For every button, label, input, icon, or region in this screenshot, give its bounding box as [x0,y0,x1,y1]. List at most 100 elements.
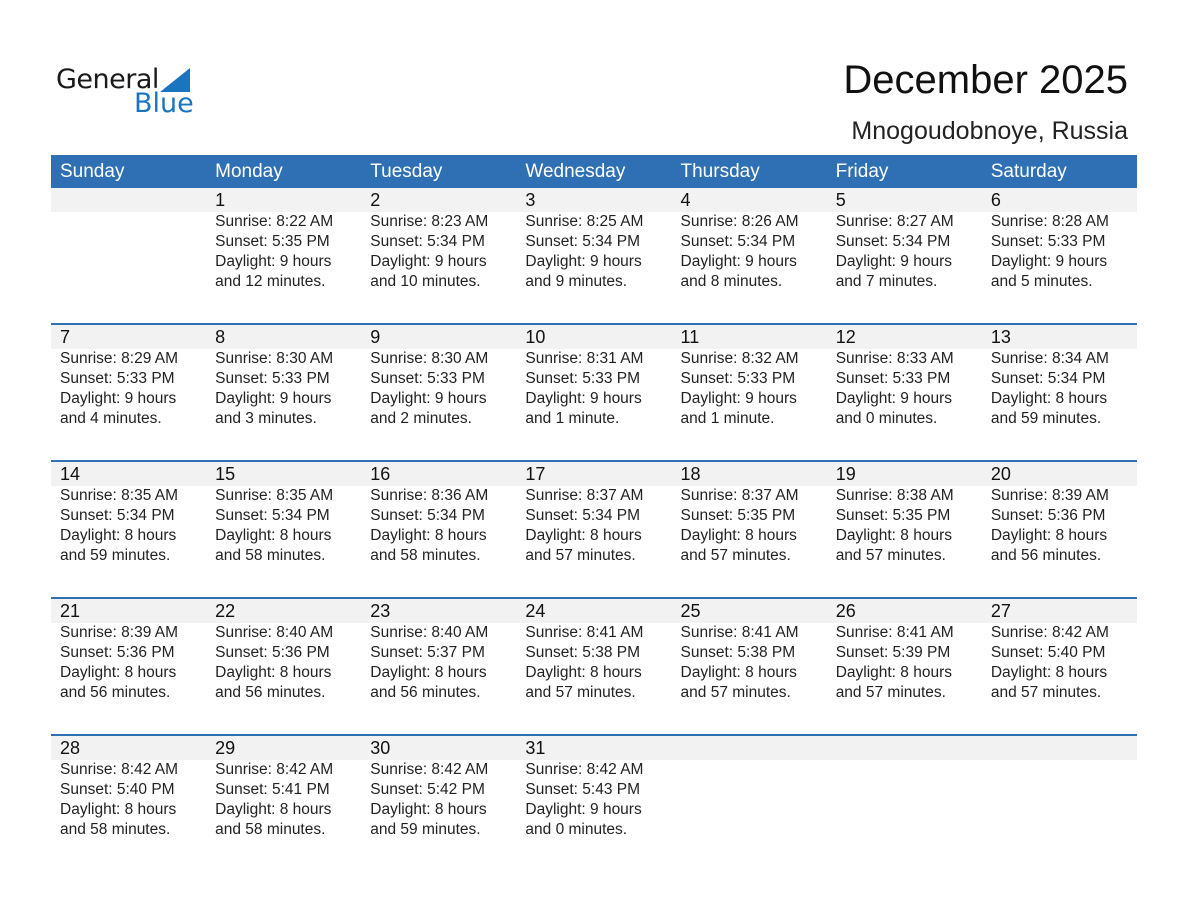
daylight-text: Daylight: 8 hours [370,801,487,818]
day-cell: 9 Sunrise: 8:30 AM Sunset: 5:33 PM Daylight… [361,325,516,460]
weekday-tuesday: Tuesday [370,161,443,182]
sunrise-text: Sunrise: 8:41 AM [680,624,799,641]
week-row: 14 Sunrise: 8:35 AM Sunset: 5:34 PM Dayligh… [51,460,1137,597]
sunset-text: Sunset: 5:34 PM [990,370,1106,387]
sunset-text: Sunset: 5:38 PM [680,644,796,661]
day-number: 3 [525,190,536,210]
daylight-minutes-text: and 58 minutes. [370,547,481,564]
daylight-minutes-text: and 1 minute. [525,410,620,427]
sunrise-text: Sunrise: 8:39 AM [60,624,179,641]
week-row: 1 Sunrise: 8:22 AM Sunset: 5:35 PM Daylight… [51,188,1137,323]
day-cell: 27 Sunrise: 8:42 AM Sunset: 5:40 PM Dayligh… [982,599,1137,734]
daylight-minutes-text: and 57 minutes. [990,684,1102,701]
sunset-text: Sunset: 5:34 PM [370,507,485,524]
daylight-text: Daylight: 8 hours [680,527,797,544]
daylight-text: Daylight: 8 hours [990,390,1108,407]
day-cell: 21 Sunrise: 8:39 AM Sunset: 5:36 PM Dayligh… [51,599,206,734]
sunrise-text: Sunrise: 8:42 AM [525,761,644,778]
day-cell: 23 Sunrise: 8:40 AM Sunset: 5:37 PM Dayligh… [361,599,516,734]
daylight-minutes-text: and 10 minutes. [370,273,481,290]
sunrise-text: Sunrise: 8:31 AM [525,350,644,367]
day-cell: 26 Sunrise: 8:41 AM Sunset: 5:39 PM Dayligh… [827,599,982,734]
weekday-header: Sunday Monday Tuesday Wednesday Thursday Frid… [51,155,1137,188]
day-cell: 20 Sunrise: 8:39 AM Sunset: 5:36 PM Dayligh… [982,462,1137,597]
sunset-text: Sunset: 5:33 PM [525,370,640,387]
sunset-text: Sunset: 5:35 PM [215,233,330,250]
daylight-minutes-text: and 1 minute. [680,410,775,427]
day-number: 13 [990,327,1011,347]
daylight-minutes-text: and 58 minutes. [60,821,171,838]
daylight-text: Daylight: 9 hours [60,390,177,407]
daylight-text: Daylight: 8 hours [370,664,487,681]
weekday-wednesday: Wednesday [525,161,626,182]
daylight-minutes-text: and 12 minutes. [215,273,326,290]
day-number: 23 [370,601,391,621]
daylight-minutes-text: and 59 minutes. [370,821,481,838]
sunrise-text: Sunrise: 8:29 AM [60,350,179,367]
daylight-minutes-text: and 56 minutes. [990,547,1102,564]
daylight-text: Daylight: 9 hours [680,253,797,270]
weekday-saturday: Saturday [990,161,1067,182]
daylight-minutes-text: and 57 minutes. [680,547,791,564]
day-number: 14 [60,464,81,484]
sunset-text: Sunset: 5:40 PM [990,644,1106,661]
sunset-text: Sunset: 5:36 PM [60,644,175,661]
daylight-text: Daylight: 8 hours [680,664,797,681]
day-number: 21 [60,601,81,621]
daylight-minutes-text: and 57 minutes. [525,684,636,701]
sunset-text: Sunset: 5:33 PM [60,370,175,387]
weekday-sunday: Sunday [60,161,125,182]
week-row: 28 Sunrise: 8:42 AM Sunset: 5:40 PM Dayligh… [51,734,1137,871]
day-number: 20 [990,464,1011,484]
weekday-thursday: Thursday [680,161,760,182]
sunset-text: Sunset: 5:35 PM [835,507,951,524]
daylight-minutes-text: and 56 minutes. [215,684,326,701]
sunrise-text: Sunrise: 8:32 AM [680,350,799,367]
daylight-text: Daylight: 8 hours [60,527,177,544]
sunset-text: Sunset: 5:34 PM [525,233,640,250]
day-cell: 22 Sunrise: 8:40 AM Sunset: 5:36 PM Dayligh… [206,599,361,734]
sunrise-text: Sunrise: 8:42 AM [60,761,179,778]
sunset-text: Sunset: 5:33 PM [680,370,796,387]
daylight-minutes-text: and 9 minutes. [525,273,628,290]
daylight-minutes-text: and 59 minutes. [60,547,171,564]
day-cell: 15 Sunrise: 8:35 AM Sunset: 5:34 PM Dayligh… [206,462,361,597]
sunset-text: Sunset: 5:34 PM [525,507,640,524]
logo-text-blue: Blue [134,88,194,119]
sunset-text: Sunset: 5:34 PM [370,233,485,250]
day-number: 26 [835,601,856,621]
day-number: 12 [835,327,856,347]
sunrise-text: Sunrise: 8:34 AM [990,350,1109,367]
daylight-text: Daylight: 8 hours [525,527,642,544]
sunrise-text: Sunrise: 8:30 AM [370,350,489,367]
sunrise-text: Sunrise: 8:23 AM [370,213,489,230]
daylight-minutes-text: and 0 minutes. [835,410,938,427]
date-band [51,462,1137,486]
daylight-minutes-text: and 56 minutes. [60,684,171,701]
sunset-text: Sunset: 5:42 PM [370,781,485,798]
location-subtitle: Mnogoudobnoye, Russia [851,117,1128,145]
sunrise-text: Sunrise: 8:42 AM [990,624,1109,641]
day-number: 31 [525,738,546,758]
daylight-text: Daylight: 8 hours [60,801,177,818]
day-cell: 11 Sunrise: 8:32 AM Sunset: 5:33 PM Dayligh… [672,325,827,460]
date-band [51,325,1137,349]
sunset-text: Sunset: 5:33 PM [370,370,485,387]
sunrise-text: Sunrise: 8:36 AM [370,487,489,504]
daylight-minutes-text: and 57 minutes. [525,547,636,564]
day-number: 11 [680,327,700,347]
daylight-text: Daylight: 8 hours [60,664,177,681]
day-cell: 8 Sunrise: 8:30 AM Sunset: 5:33 PM Daylight… [206,325,361,460]
daylight-minutes-text: and 8 minutes. [680,273,783,290]
daylight-text: Daylight: 8 hours [835,527,952,544]
logo-text-general: General [56,64,159,95]
day-number: 6 [990,190,1001,210]
week-row: 21 Sunrise: 8:39 AM Sunset: 5:36 PM Dayligh… [51,597,1137,734]
page-title: December 2025 [843,58,1128,102]
daylight-minutes-text: and 59 minutes. [990,410,1102,427]
daylight-minutes-text: and 2 minutes. [370,410,472,427]
sunset-text: Sunset: 5:37 PM [370,644,485,661]
day-number: 28 [60,738,81,758]
daylight-text: Daylight: 8 hours [835,664,952,681]
